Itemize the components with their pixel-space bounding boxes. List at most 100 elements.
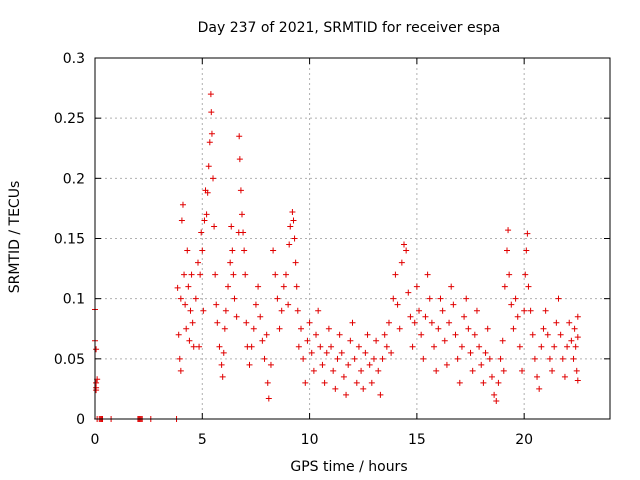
data-point	[555, 295, 562, 302]
data-point	[186, 337, 193, 344]
data-point	[446, 319, 453, 326]
data-point	[325, 325, 332, 332]
data-point	[261, 355, 268, 362]
data-point	[197, 271, 204, 278]
data-point	[435, 325, 442, 332]
data-point	[373, 337, 380, 344]
data-point	[355, 343, 362, 350]
data-point	[237, 187, 244, 194]
data-point	[175, 331, 182, 338]
data-point	[566, 319, 573, 326]
data-point	[177, 367, 184, 374]
data-point	[484, 325, 491, 332]
data-point	[310, 367, 317, 374]
data-point	[383, 343, 390, 350]
data-point	[214, 319, 221, 326]
data-point	[385, 319, 392, 326]
data-point	[568, 337, 575, 344]
data-point	[308, 349, 315, 356]
plot-frame	[94, 57, 611, 420]
data-point	[557, 331, 564, 338]
y-tick-label: 0.05	[54, 352, 85, 368]
data-point	[420, 355, 427, 362]
data-point	[336, 331, 343, 338]
data-point	[388, 349, 395, 356]
data-point	[431, 343, 438, 350]
data-point	[263, 331, 270, 338]
data-point	[505, 227, 512, 234]
data-point	[495, 379, 502, 386]
data-point	[523, 247, 530, 254]
data-point	[218, 361, 225, 368]
data-point	[196, 343, 203, 350]
data-point	[242, 271, 249, 278]
data-point	[353, 379, 360, 386]
data-point	[229, 247, 236, 254]
data-point	[564, 343, 571, 350]
data-point	[349, 319, 356, 326]
data-point	[204, 189, 211, 196]
data-point	[243, 319, 250, 326]
data-point	[257, 313, 264, 320]
data-point	[375, 367, 382, 374]
data-point	[403, 247, 410, 254]
data-point	[216, 343, 223, 350]
data-point	[506, 271, 513, 278]
data-point	[571, 325, 578, 332]
data-point	[409, 343, 416, 350]
data-point	[252, 301, 259, 308]
data-point	[220, 349, 227, 356]
data-point	[179, 201, 186, 208]
data-point	[360, 385, 367, 392]
data-point	[278, 307, 285, 314]
data-point	[195, 259, 201, 266]
data-point	[544, 331, 551, 338]
data-point	[338, 349, 345, 356]
data-point	[255, 283, 262, 290]
x-tick-label: 0	[91, 432, 100, 448]
data-point	[177, 295, 184, 302]
data-point	[259, 337, 266, 344]
data-point	[574, 334, 581, 341]
data-point	[467, 349, 474, 356]
data-point	[293, 283, 300, 290]
data-point	[534, 373, 541, 380]
data-point	[184, 247, 191, 254]
x-tick-label: 5	[198, 432, 207, 448]
data-point	[524, 230, 531, 237]
data-point	[219, 373, 226, 380]
data-point	[536, 385, 543, 392]
data-point	[394, 301, 401, 308]
data-point	[441, 337, 448, 344]
data-point	[572, 343, 579, 350]
data-point	[200, 307, 207, 314]
data-point	[185, 283, 192, 290]
data-point	[343, 391, 350, 398]
data-point	[330, 367, 337, 374]
data-point	[332, 385, 339, 392]
data-point	[203, 211, 210, 218]
data-point	[306, 319, 313, 326]
data-point	[287, 223, 294, 230]
data-point	[212, 271, 219, 278]
data-point	[527, 307, 534, 314]
data-point	[267, 361, 274, 368]
data-point	[478, 361, 485, 368]
data-point	[366, 361, 373, 368]
data-point	[551, 343, 558, 350]
y-tick-label: 0.3	[63, 51, 85, 67]
data-point	[351, 355, 358, 362]
x-tick-label: 15	[408, 432, 426, 448]
data-point	[246, 361, 253, 368]
data-point	[282, 271, 289, 278]
data-point	[178, 217, 185, 224]
data-point	[379, 355, 386, 362]
data-point	[488, 373, 495, 380]
data-point	[340, 373, 347, 380]
data-point	[443, 361, 450, 368]
data-point	[538, 343, 545, 350]
data-point	[236, 156, 243, 163]
data-point	[198, 229, 205, 236]
data-point	[364, 331, 371, 338]
data-point	[313, 331, 320, 338]
